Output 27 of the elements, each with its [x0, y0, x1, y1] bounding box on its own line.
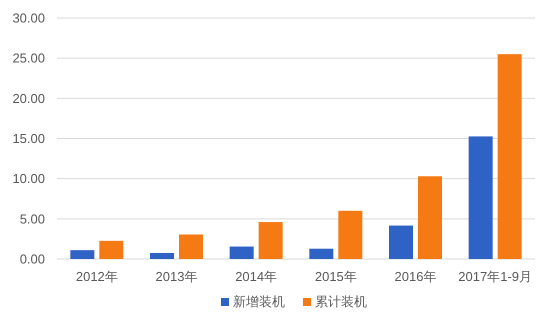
x-tick-label: 2017年1-9月: [458, 269, 532, 284]
bar: [150, 252, 174, 259]
bar: [309, 248, 334, 259]
x-tick-label: 2014年: [235, 269, 278, 284]
bar: [99, 240, 124, 259]
y-tick-label: 5.00: [20, 211, 45, 226]
y-tick-label: 30.00: [12, 10, 45, 26]
bar: [418, 176, 442, 259]
x-tick-label: 2012年: [76, 269, 118, 284]
x-tick-label: 2015年: [314, 269, 357, 284]
bar: [179, 234, 203, 259]
bar: [468, 136, 493, 259]
y-tick-label: 10.00: [12, 171, 45, 186]
legend-label: 累计装机: [315, 294, 367, 309]
bar: [230, 246, 254, 259]
x-tick-label: 2013年: [156, 269, 198, 284]
y-tick-label: 15.00: [12, 131, 45, 146]
bar: [70, 250, 94, 259]
bar: [258, 222, 283, 259]
bar: [338, 210, 362, 259]
bar: [389, 226, 413, 259]
y-tick-label: 0.00: [20, 252, 45, 266]
legend-label: 新增装机: [233, 294, 285, 309]
x-tick-label: 2016年: [394, 269, 436, 284]
y-tick-label: 20.00: [12, 90, 45, 106]
bar: [498, 54, 522, 259]
y-tick-label: 25.00: [12, 50, 45, 66]
